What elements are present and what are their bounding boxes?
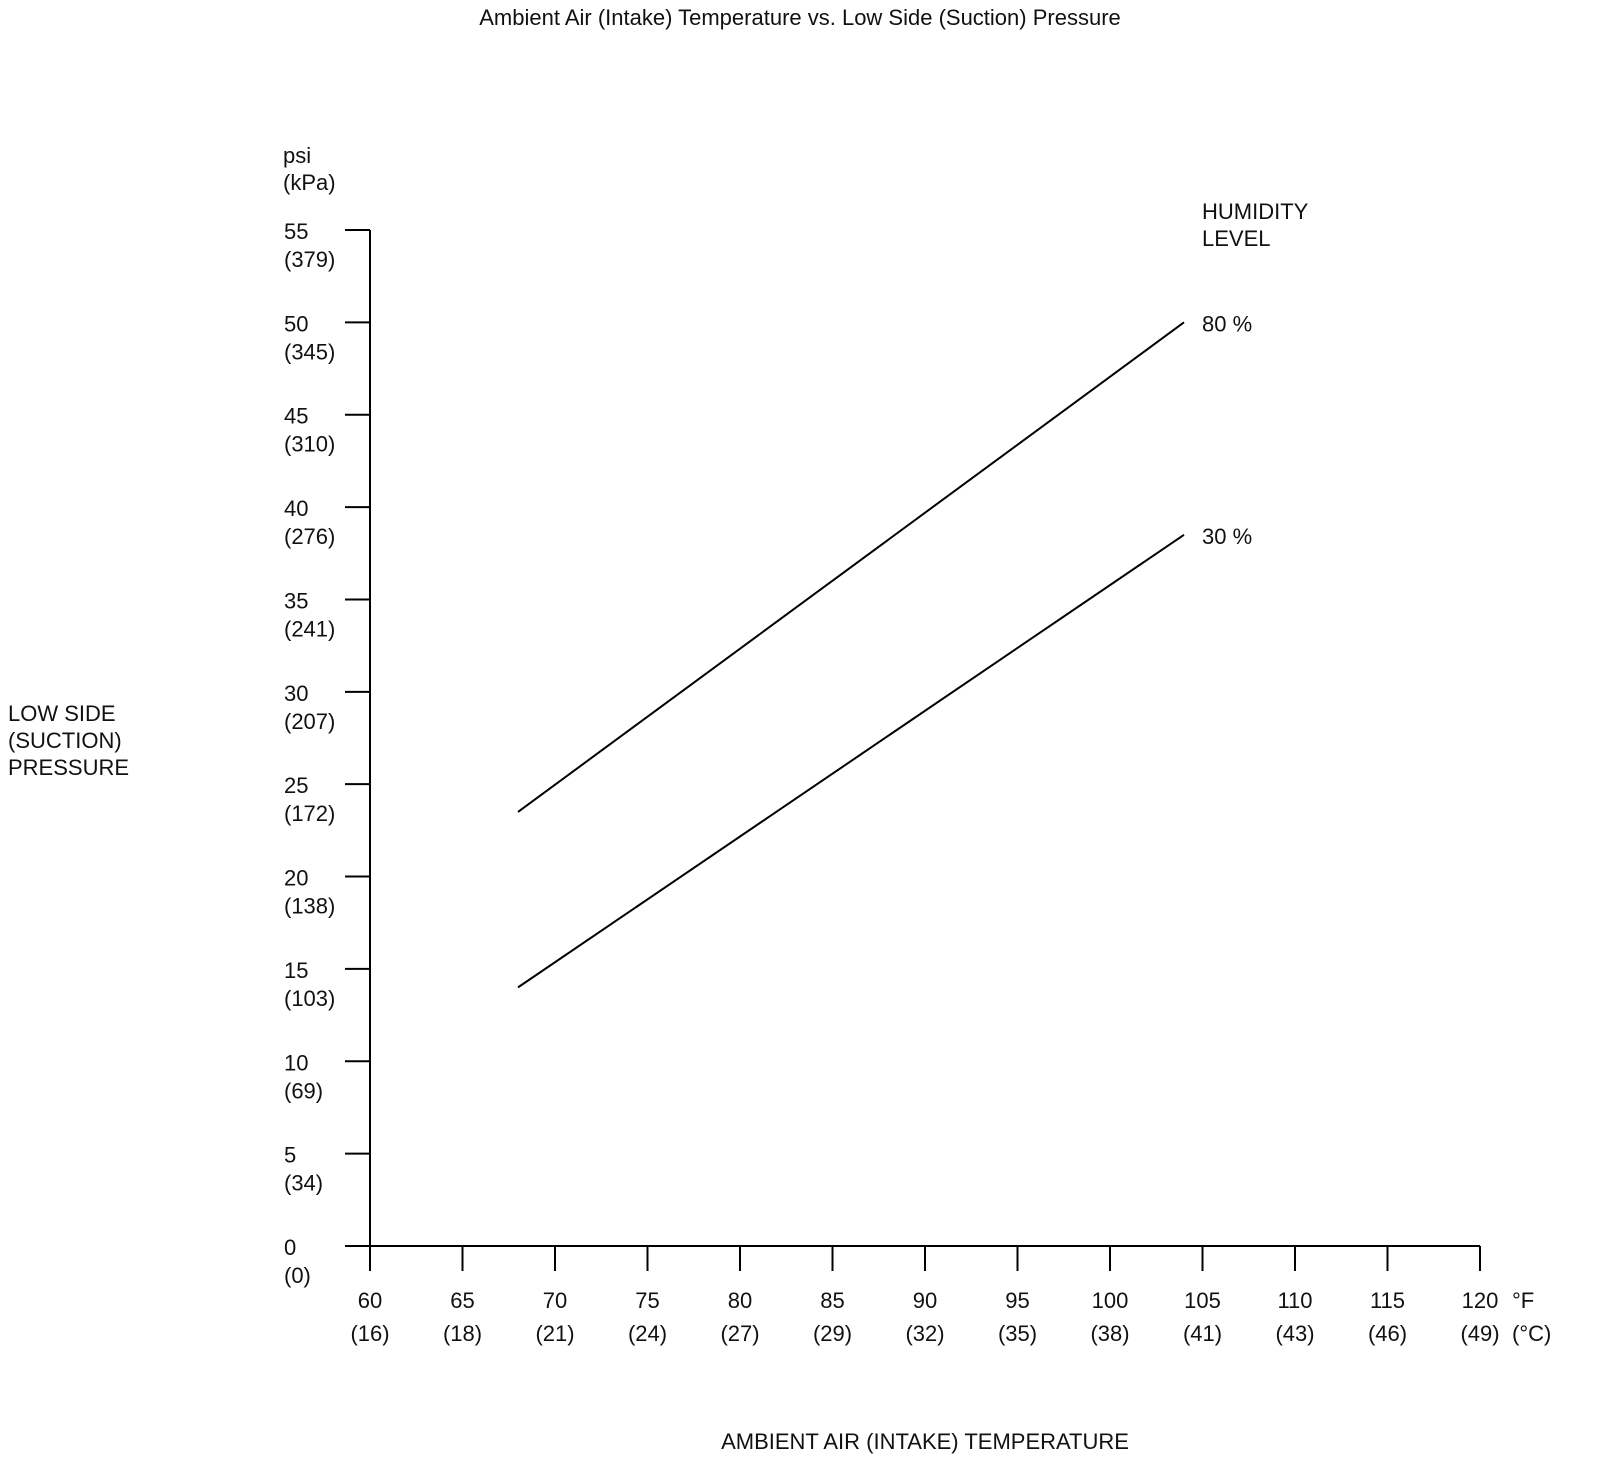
x-tick-label-f: 75 [635,1288,659,1313]
x-tick-label-c: (49) [1460,1321,1499,1346]
y-tick-label-kpa: (207) [284,709,335,734]
x-axis-unit-celsius: (°C) [1512,1321,1551,1346]
y-tick-label-kpa: (379) [284,247,335,272]
x-tick-label-f: 65 [450,1288,474,1313]
y-tick-label-kpa: (172) [284,801,335,826]
x-tick-label-c: (32) [905,1321,944,1346]
x-tick-label-f: 80 [728,1288,752,1313]
y-tick-label-kpa: (69) [284,1078,323,1103]
x-tick-label-c: (35) [998,1321,1037,1346]
y-tick-label-psi: 50 [284,311,308,336]
x-tick-label-f: 95 [1005,1288,1029,1313]
y-tick-label-kpa: (345) [284,339,335,364]
chart-title: Ambient Air (Intake) Temperature vs. Low… [479,5,1121,30]
x-axis-title: AMBIENT AIR (INTAKE) TEMPERATURE [721,1429,1129,1454]
x-tick-label-c: (18) [443,1321,482,1346]
y-tick-label-psi: 40 [284,496,308,521]
x-axis-unit-fahrenheit: °F [1512,1288,1534,1313]
x-tick-label-c: (24) [628,1321,667,1346]
x-tick-label-c: (43) [1275,1321,1314,1346]
x-tick-label-c: (46) [1368,1321,1407,1346]
x-tick-label-c: (16) [350,1321,389,1346]
y-tick-label-psi: 30 [284,681,308,706]
x-tick-label-c: (41) [1183,1321,1222,1346]
y-tick-label-kpa: (276) [284,524,335,549]
y-tick-label-kpa: (0) [284,1263,311,1288]
x-tick-label-c: (27) [720,1321,759,1346]
y-tick-label-psi: 15 [284,958,308,983]
x-tick-label-f: 85 [820,1288,844,1313]
x-tick-label-f: 90 [913,1288,937,1313]
y-axis-unit-label: psi (kPa) [283,143,336,195]
y-tick-label-psi: 45 [284,404,308,429]
y-tick-label-psi: 10 [284,1050,308,1075]
x-tick-label-f: 100 [1092,1288,1129,1313]
series-line-80 [517,321,1185,813]
x-tick-label-f: 60 [358,1288,382,1313]
y-axis-title: LOW SIDE (SUCTION) PRESSURE [8,701,130,780]
x-tick-label-f: 105 [1184,1288,1221,1313]
y-tick-label-psi: 25 [284,773,308,798]
y-tick-label-kpa: (241) [284,616,335,641]
series-label-30: 30 % [1202,524,1252,549]
series-line-30 [517,533,1185,989]
y-tick-label-kpa: (138) [284,894,335,919]
y-tick-label-psi: 55 [284,219,308,244]
series-label-80: 80 % [1202,311,1252,336]
y-tick-label-psi: 0 [284,1235,296,1260]
y-tick-label-kpa: (103) [284,986,335,1011]
x-tick-label-f: 70 [543,1288,567,1313]
x-tick-label-c: (29) [813,1321,852,1346]
y-tick-label-kpa: (34) [284,1171,323,1196]
y-tick-label-psi: 20 [284,866,308,891]
x-tick-label-c: (38) [1090,1321,1129,1346]
y-tick-label-psi: 5 [284,1143,296,1168]
x-tick-label-f: 115 [1370,1288,1405,1313]
y-tick-label-kpa: (310) [284,432,335,457]
y-tick-label-psi: 35 [284,588,308,613]
x-tick-label-f: 120 [1462,1288,1499,1313]
x-tick-label-c: (21) [535,1321,574,1346]
legend-title: HUMIDITY LEVEL [1202,199,1309,251]
x-tick-label-f: 110 [1277,1288,1312,1313]
